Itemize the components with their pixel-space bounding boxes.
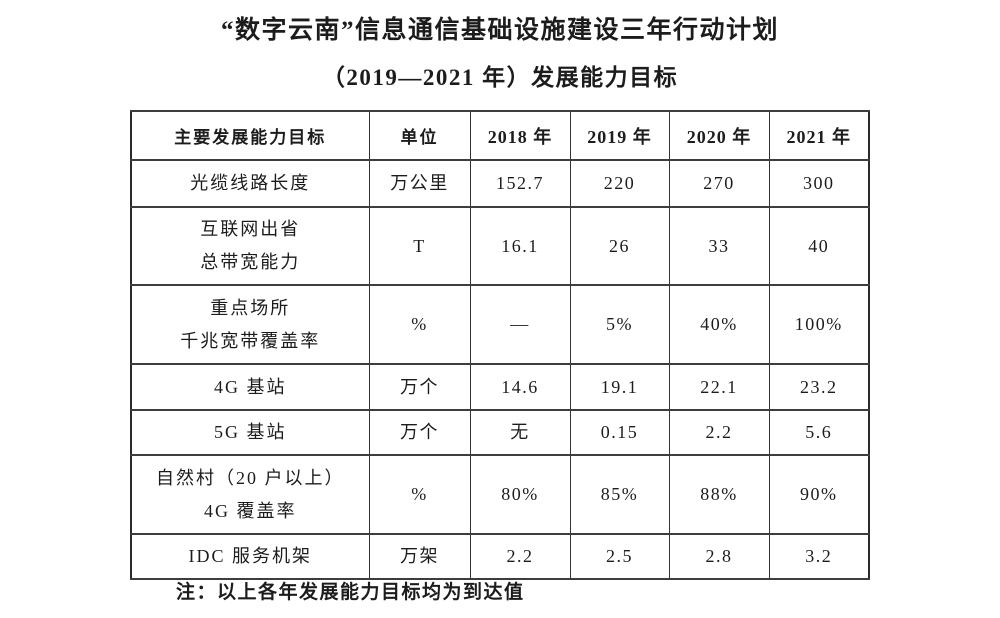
cell-2019-value: 220 (569, 159, 670, 208)
cell-2021-value: 3.2 (768, 533, 870, 580)
table-row-gigabit-coverage: 重点场所 千兆宽带覆盖率 % — 5% 40% 100% (130, 284, 870, 365)
header-cell-unit: 单位 (368, 110, 471, 161)
cell-2019-value: 19.1 (569, 363, 670, 411)
cell-indicator: 光缆线路长度 (130, 159, 370, 208)
cell-2018-value: — (469, 284, 571, 365)
table-row-idc-racks: IDC 服务机架 万架 2.2 2.5 2.8 3.2 (130, 533, 870, 580)
cell-2019-value: 85% (569, 454, 670, 535)
cell-unit: 万公里 (368, 159, 471, 208)
cell-indicator: 互联网出省 总带宽能力 (130, 206, 370, 286)
footnote: 注：以上各年发展能力目标均为到达值 (176, 582, 525, 603)
cell-2020-value: 2.8 (668, 533, 770, 580)
cell-2018-value: 80% (469, 454, 571, 535)
cell-indicator: 5G 基站 (130, 409, 370, 456)
cell-2018-value: 152.7 (469, 159, 571, 208)
table-row-4g-stations: 4G 基站 万个 14.6 19.1 22.1 23.2 (130, 363, 870, 411)
cell-2021-value: 300 (768, 159, 870, 208)
development-targets-table: 主要发展能力目标 单位 2018 年 2019 年 2020 年 2021 年 … (130, 110, 870, 580)
header-cell-indicator: 主要发展能力目标 (130, 110, 370, 161)
cell-2020-value: 22.1 (668, 363, 770, 411)
cell-unit: 万个 (368, 363, 471, 411)
cell-unit: 万个 (368, 409, 471, 456)
cell-2021-value: 5.6 (768, 409, 870, 456)
cell-2019-value: 0.15 (569, 409, 670, 456)
cell-2018-value: 16.1 (469, 206, 571, 286)
document-subtitle: （2019—2021 年）发展能力目标 (321, 65, 679, 90)
table-row-5g-stations: 5G 基站 万个 无 0.15 2.2 5.6 (130, 409, 870, 456)
cell-2020-value: 88% (668, 454, 770, 535)
table-row-internet-bandwidth: 互联网出省 总带宽能力 T 16.1 26 33 40 (130, 206, 870, 286)
cell-2018-value: 14.6 (469, 363, 571, 411)
table-header-row: 主要发展能力目标 单位 2018 年 2019 年 2020 年 2021 年 (130, 110, 870, 161)
cell-2020-value: 270 (668, 159, 770, 208)
cell-indicator: IDC 服务机架 (130, 533, 370, 580)
cell-unit: 万架 (368, 533, 471, 580)
cell-2018-value: 无 (469, 409, 571, 456)
cell-2019-value: 5% (569, 284, 670, 365)
cell-indicator: 重点场所 千兆宽带覆盖率 (130, 284, 370, 365)
cell-unit: % (368, 454, 471, 535)
document-title: “数字云南”信息通信基础设施建设三年行动计划 (220, 17, 779, 44)
header-cell-2019: 2019 年 (569, 110, 670, 161)
header-cell-2020: 2020 年 (668, 110, 770, 161)
header-cell-2021: 2021 年 (768, 110, 870, 161)
cell-indicator: 4G 基站 (130, 363, 370, 411)
cell-2020-value: 2.2 (668, 409, 770, 456)
header-cell-2018: 2018 年 (469, 110, 571, 161)
cell-2019-value: 2.5 (569, 533, 670, 580)
cell-2019-value: 26 (569, 206, 670, 286)
cell-2021-value: 40 (768, 206, 870, 286)
cell-2020-value: 40% (668, 284, 770, 365)
cell-unit: % (368, 284, 471, 365)
table-row-village-4g-coverage: 自然村（20 户以上） 4G 覆盖率 % 80% 85% 88% 90% (130, 454, 870, 535)
cell-indicator: 自然村（20 户以上） 4G 覆盖率 (130, 454, 370, 535)
cell-2021-value: 100% (768, 284, 870, 365)
cell-2021-value: 23.2 (768, 363, 870, 411)
cell-2021-value: 90% (768, 454, 870, 535)
table-row-fiber-length: 光缆线路长度 万公里 152.7 220 270 300 (130, 159, 870, 208)
cell-2018-value: 2.2 (469, 533, 571, 580)
cell-unit: T (368, 206, 471, 286)
cell-2020-value: 33 (668, 206, 770, 286)
